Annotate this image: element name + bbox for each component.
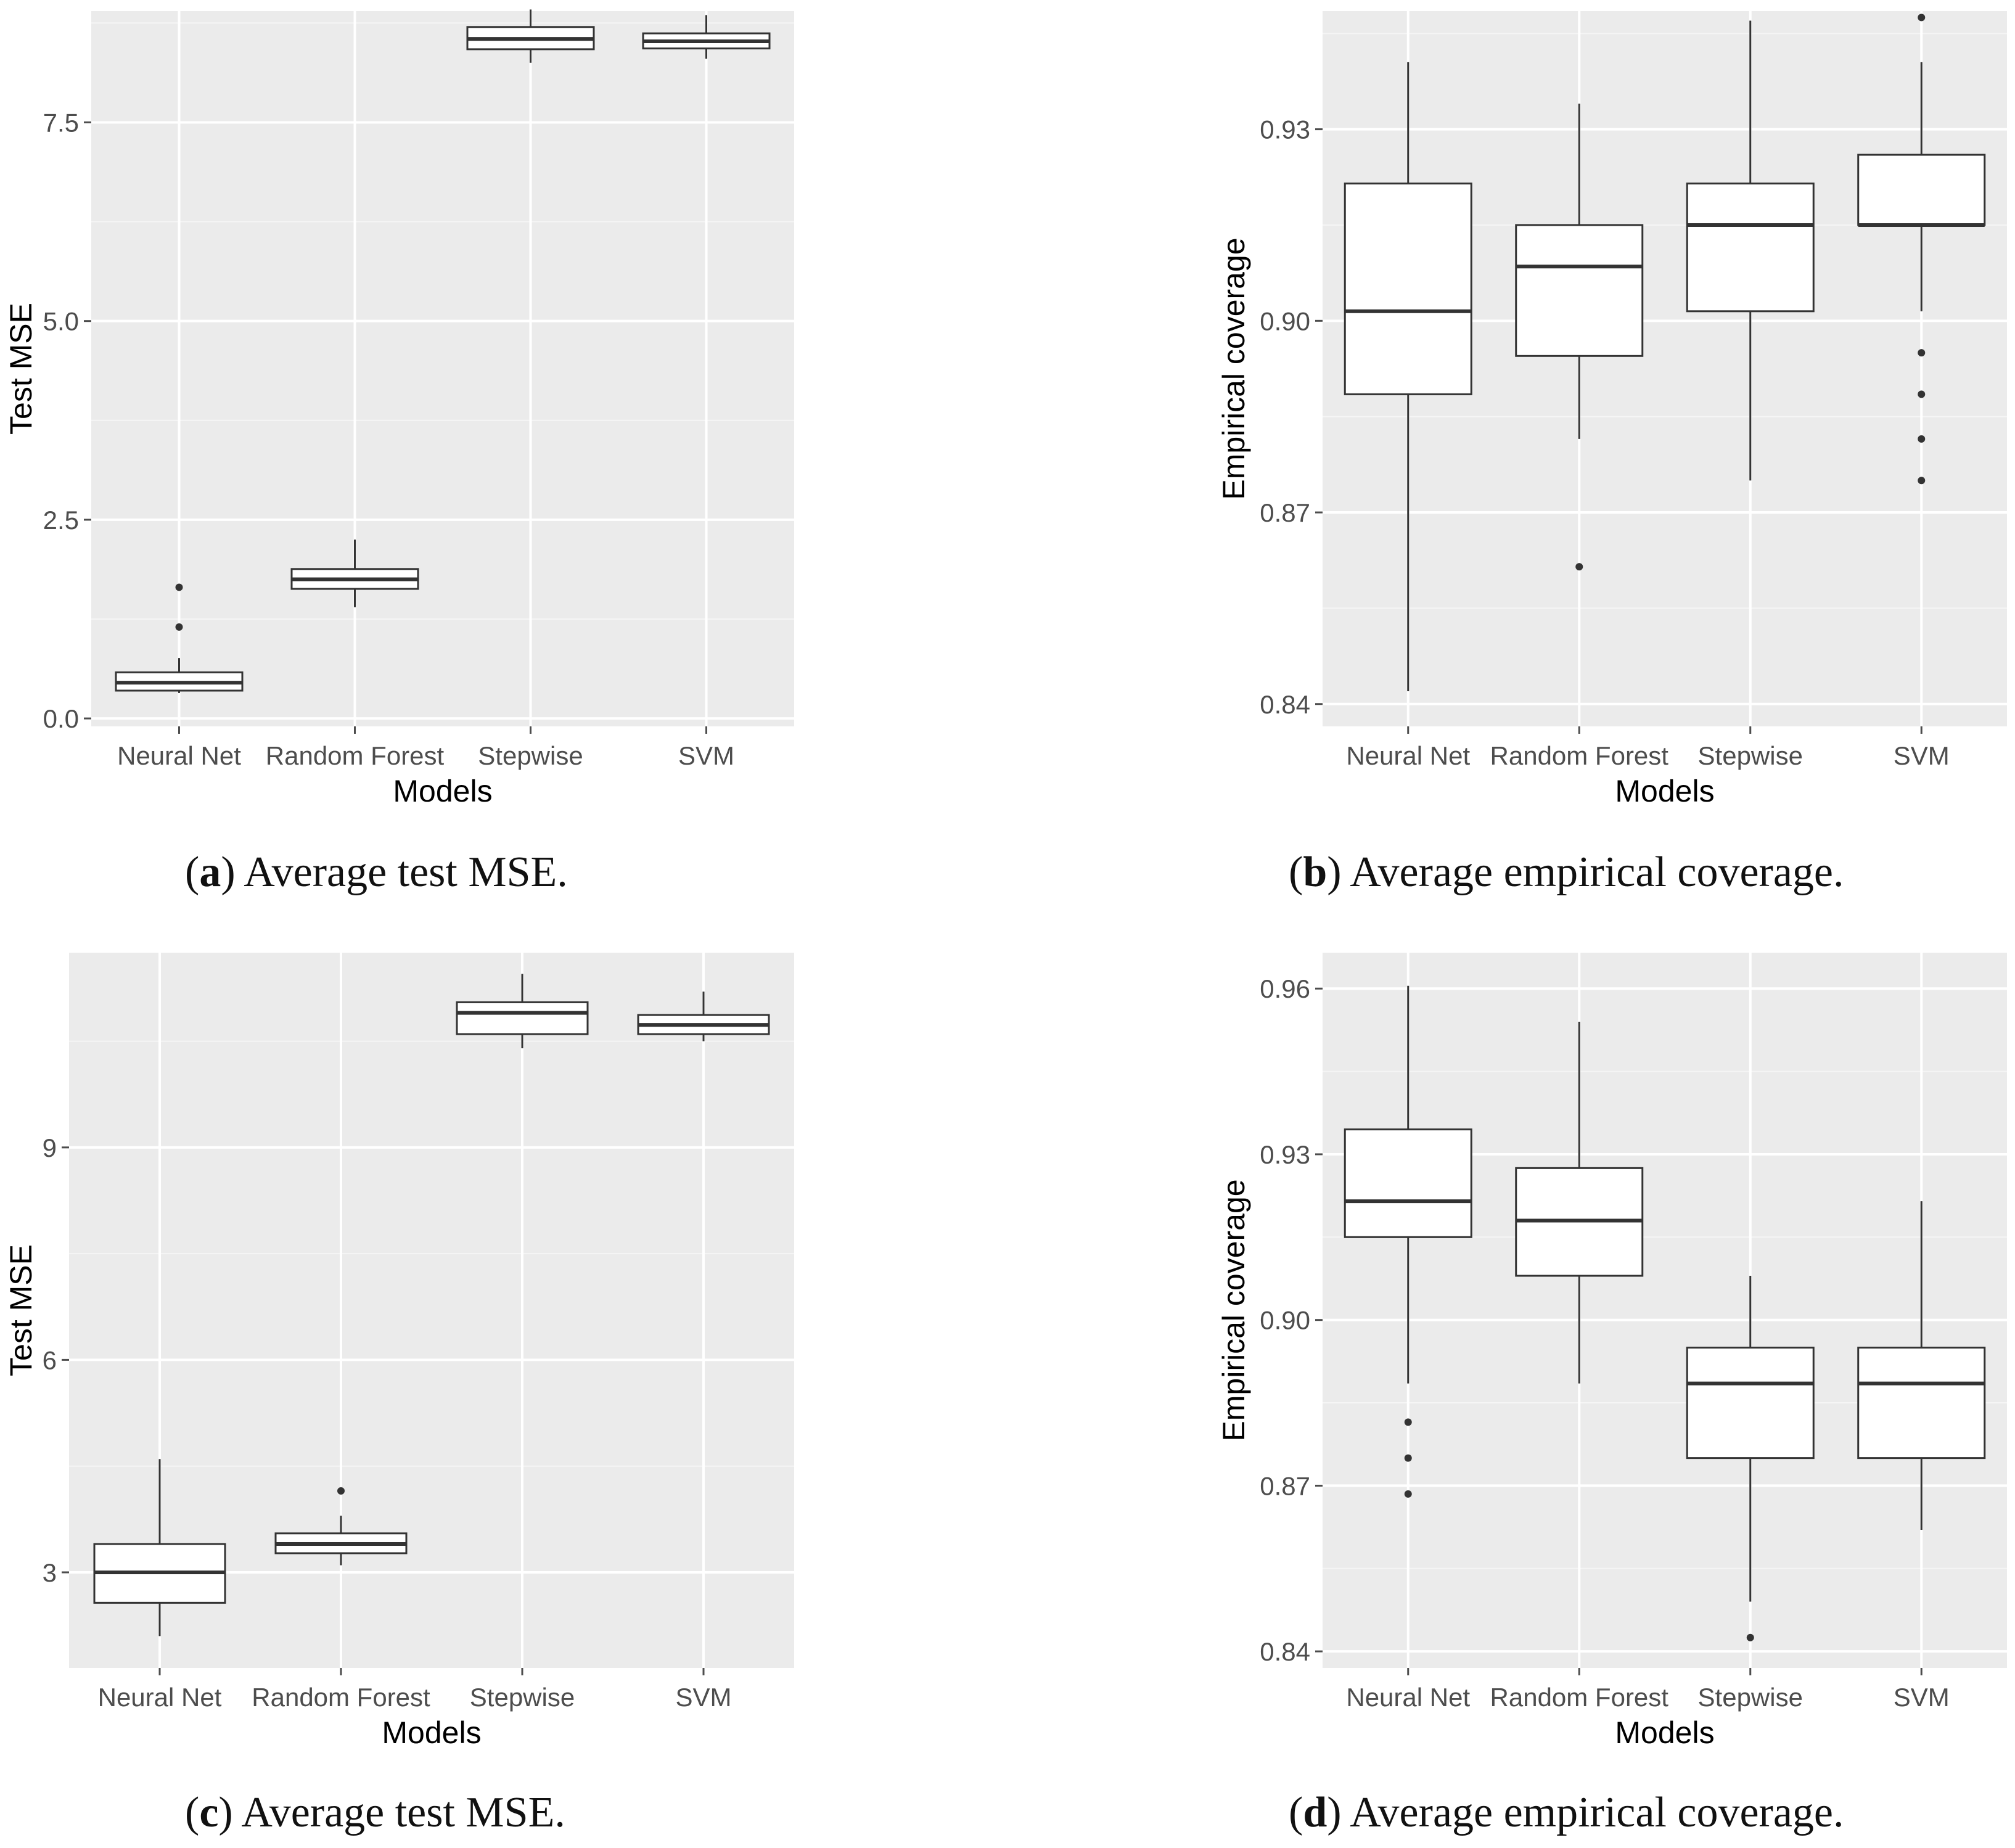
y-tick-label: 0.0 <box>43 704 79 733</box>
box-svm <box>1857 154 1986 226</box>
caption-a-text: Average test MSE. <box>244 848 568 896</box>
x-tick-label: Stepwise <box>478 741 583 770</box>
plot-c-test-mse: 3 6 9 Neural Net Random Forest Stepwise SVM Mod… <box>4 953 794 1750</box>
outlier-point <box>175 583 183 591</box>
x-axis-title: Models <box>382 1715 481 1750</box>
outlier-point <box>1404 1454 1412 1462</box>
y-tick-label: 0.90 <box>1260 306 1310 335</box>
plot-b-empirical-coverage: 0.84 0.87 0.90 0.93 Neural Net Random Forest S… <box>1217 11 2007 808</box>
x-tick-label: Random Forest <box>1490 741 1669 770</box>
outlier-point <box>1746 1633 1754 1641</box>
panel-background <box>1323 953 2007 1668</box>
x-tick-label: SVM <box>1894 1683 1950 1712</box>
x-tick-label: SVM <box>675 1683 731 1712</box>
y-axis-title: Test MSE <box>4 303 38 435</box>
panel-background <box>91 11 794 726</box>
outlier-point <box>175 623 183 631</box>
y-tick-label: 0.93 <box>1260 115 1310 144</box>
box-random-forest <box>1515 224 1644 357</box>
y-tick-label: 7.5 <box>43 108 79 137</box>
x-tick-label: Neural Net <box>117 741 241 770</box>
y-tick-label: 0.90 <box>1260 1306 1310 1335</box>
y-axis-title: Test MSE <box>4 1244 38 1376</box>
outlier-point <box>1918 14 1926 22</box>
caption-b-text: Average empirical coverage. <box>1350 848 1844 896</box>
x-tick-label: Stepwise <box>470 1683 575 1712</box>
y-axis-title: Empirical coverage <box>1217 237 1251 499</box>
caption-c-letter: c <box>199 1789 219 1836</box>
y-tick-label: 0.84 <box>1260 690 1310 719</box>
y-tick-label: 0.87 <box>1260 498 1310 527</box>
y-tick-label: 6 <box>43 1345 57 1374</box>
x-axis-title: Models <box>1615 1715 1714 1750</box>
outlier-point <box>1918 435 1926 443</box>
outlier-point <box>1404 1418 1412 1426</box>
outlier-point <box>1918 390 1926 398</box>
outlier-point <box>1575 563 1583 571</box>
x-tick-label: Neural Net <box>1346 1683 1470 1712</box>
outlier-point <box>1918 477 1926 485</box>
y-tick-label: 3 <box>43 1558 57 1587</box>
caption-a-letter: a <box>199 848 221 896</box>
outlier-point <box>337 1487 345 1495</box>
box-neural-net <box>1344 1128 1472 1238</box>
y-tick-label: 0.93 <box>1260 1140 1310 1169</box>
y-tick-label: 9 <box>43 1133 57 1162</box>
box-stepwise <box>456 1001 589 1035</box>
caption-d-letter: d <box>1303 1789 1328 1836</box>
x-tick-label: Random Forest <box>252 1683 430 1712</box>
y-tick-label: 0.96 <box>1260 974 1310 1003</box>
x-tick-label: SVM <box>1894 741 1950 770</box>
box-stepwise <box>1686 1346 1815 1460</box>
x-tick-label: Stepwise <box>1698 1683 1803 1712</box>
caption-d: (d) Average empirical coverage. <box>1289 1789 1844 1836</box>
x-tick-label: Neural Net <box>1346 741 1470 770</box>
x-tick-label: Stepwise <box>1698 741 1803 770</box>
outlier-point <box>1404 1490 1412 1498</box>
plot-a-test-mse: 0.0 2.5 5.0 7.5 Neural Net Random Forest Stepw… <box>4 9 794 808</box>
y-tick-label: 2.5 <box>43 506 79 535</box>
x-tick-label: Random Forest <box>266 741 445 770</box>
x-axis-title: Models <box>393 774 492 808</box>
y-tick-label: 0.84 <box>1260 1637 1310 1666</box>
box-neural-net <box>1344 183 1472 395</box>
x-axis-title: Models <box>1615 774 1714 808</box>
caption-b: (b) Average empirical coverage. <box>1289 848 1844 896</box>
outlier-point <box>1918 349 1926 357</box>
caption-c-text: Average test MSE. <box>241 1789 565 1836</box>
x-tick-label: SVM <box>678 741 734 770</box>
x-tick-label: Random Forest <box>1490 1683 1669 1712</box>
box-stepwise <box>1686 183 1815 313</box>
y-tick-label: 5.0 <box>43 307 79 336</box>
y-tick-label: 0.87 <box>1260 1471 1310 1500</box>
y-axis-title: Empirical coverage <box>1217 1179 1251 1441</box>
caption-a: (a) Average test MSE. <box>185 848 568 896</box>
caption-b-letter: b <box>1303 848 1328 896</box>
plot-d-empirical-coverage: 0.84 0.87 0.90 0.93 0.96 Neural Net Random For… <box>1217 953 2007 1750</box>
box-svm <box>1857 1346 1986 1460</box>
caption-c: (c) Average test MSE. <box>185 1789 565 1836</box>
caption-d-text: Average empirical coverage. <box>1350 1789 1844 1836</box>
x-tick-label: Neural Net <box>98 1683 222 1712</box>
